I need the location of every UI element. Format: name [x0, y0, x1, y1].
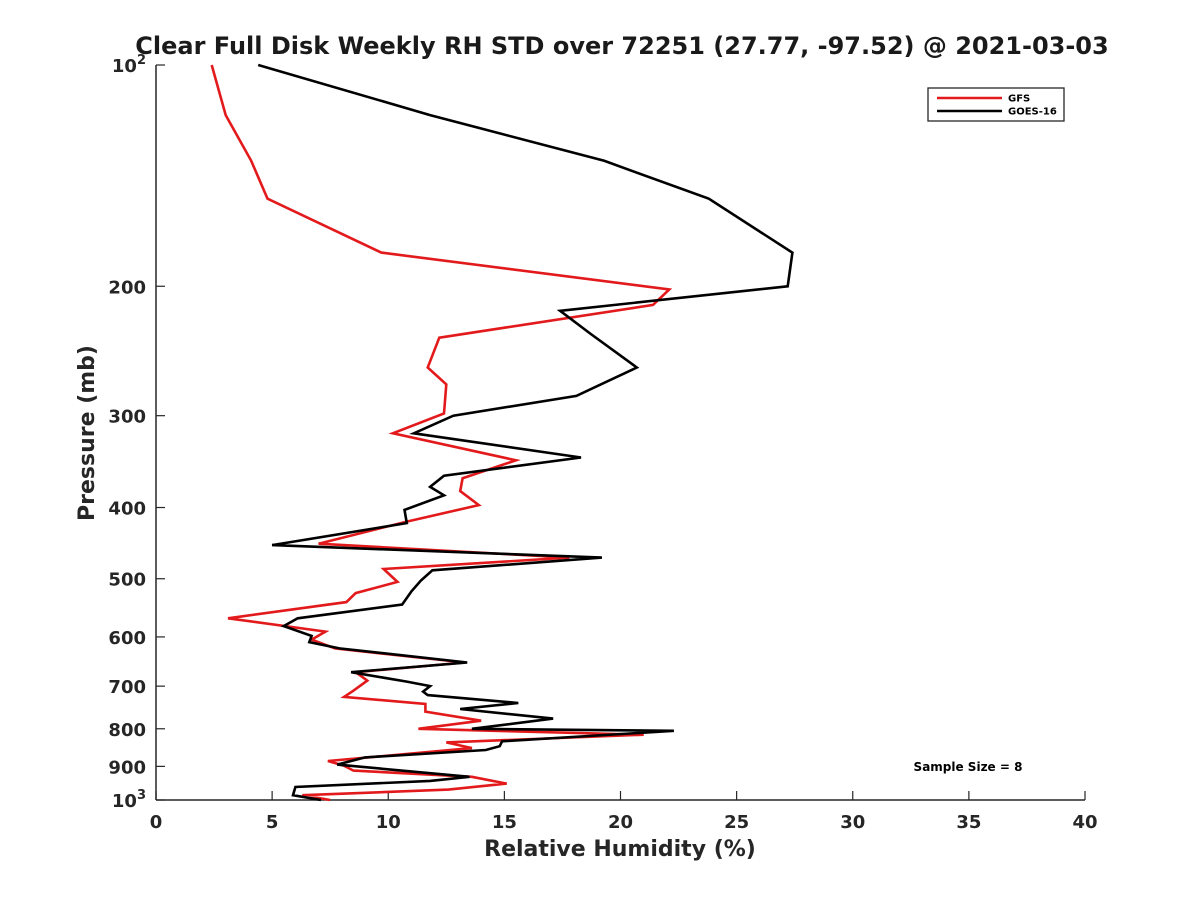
x-tick-label: 40 — [1072, 812, 1097, 833]
x-tick-label: 5 — [266, 812, 279, 833]
legend-box — [927, 87, 1065, 122]
y-tick-label: 103 — [112, 788, 146, 812]
y-tick-label: 200 — [108, 277, 146, 298]
series-layer — [210, 63, 794, 802]
y-tick-label: 700 — [108, 677, 146, 698]
x-axis-ticks: 0 5 10 15 20 25 30 35 40 — [150, 791, 1098, 833]
x-tick-label: 25 — [724, 812, 749, 833]
x-tick-label: 35 — [956, 812, 981, 833]
y-axis-label: Pressure (mb) — [75, 345, 100, 521]
y-tick-label: 300 — [108, 407, 146, 428]
y-tick-label: 500 — [108, 570, 146, 591]
x-axis-label: Relative Humidity (%) — [484, 837, 756, 862]
series-line-gfs — [210, 64, 673, 802]
y-axis-ticks: 102 200 300 400 500 600 700 800 900 103 — [108, 53, 165, 812]
sample-size-annotation: Sample Size = 8 — [914, 760, 1023, 774]
x-tick-label: 15 — [492, 812, 517, 833]
legend: GFS GOES-16 — [927, 87, 1065, 122]
legend-label: GFS — [1008, 94, 1030, 105]
x-tick-label: 10 — [376, 812, 401, 833]
y-tick-label: 102 — [112, 53, 146, 77]
x-tick-label: 30 — [840, 812, 865, 833]
plot-axes — [155, 65, 1085, 801]
series-line-goes-16 — [257, 63, 794, 802]
legend-label: GOES-16 — [1008, 107, 1057, 118]
x-tick-label: 20 — [608, 812, 633, 833]
y-tick-label: 600 — [108, 628, 146, 649]
x-tick-label: 0 — [150, 812, 163, 833]
chart-title: Clear Full Disk Weekly RH STD over 72251… — [135, 32, 1108, 60]
y-tick-label: 800 — [108, 720, 146, 741]
y-tick-label: 900 — [108, 757, 146, 778]
y-tick-label: 400 — [108, 499, 146, 520]
